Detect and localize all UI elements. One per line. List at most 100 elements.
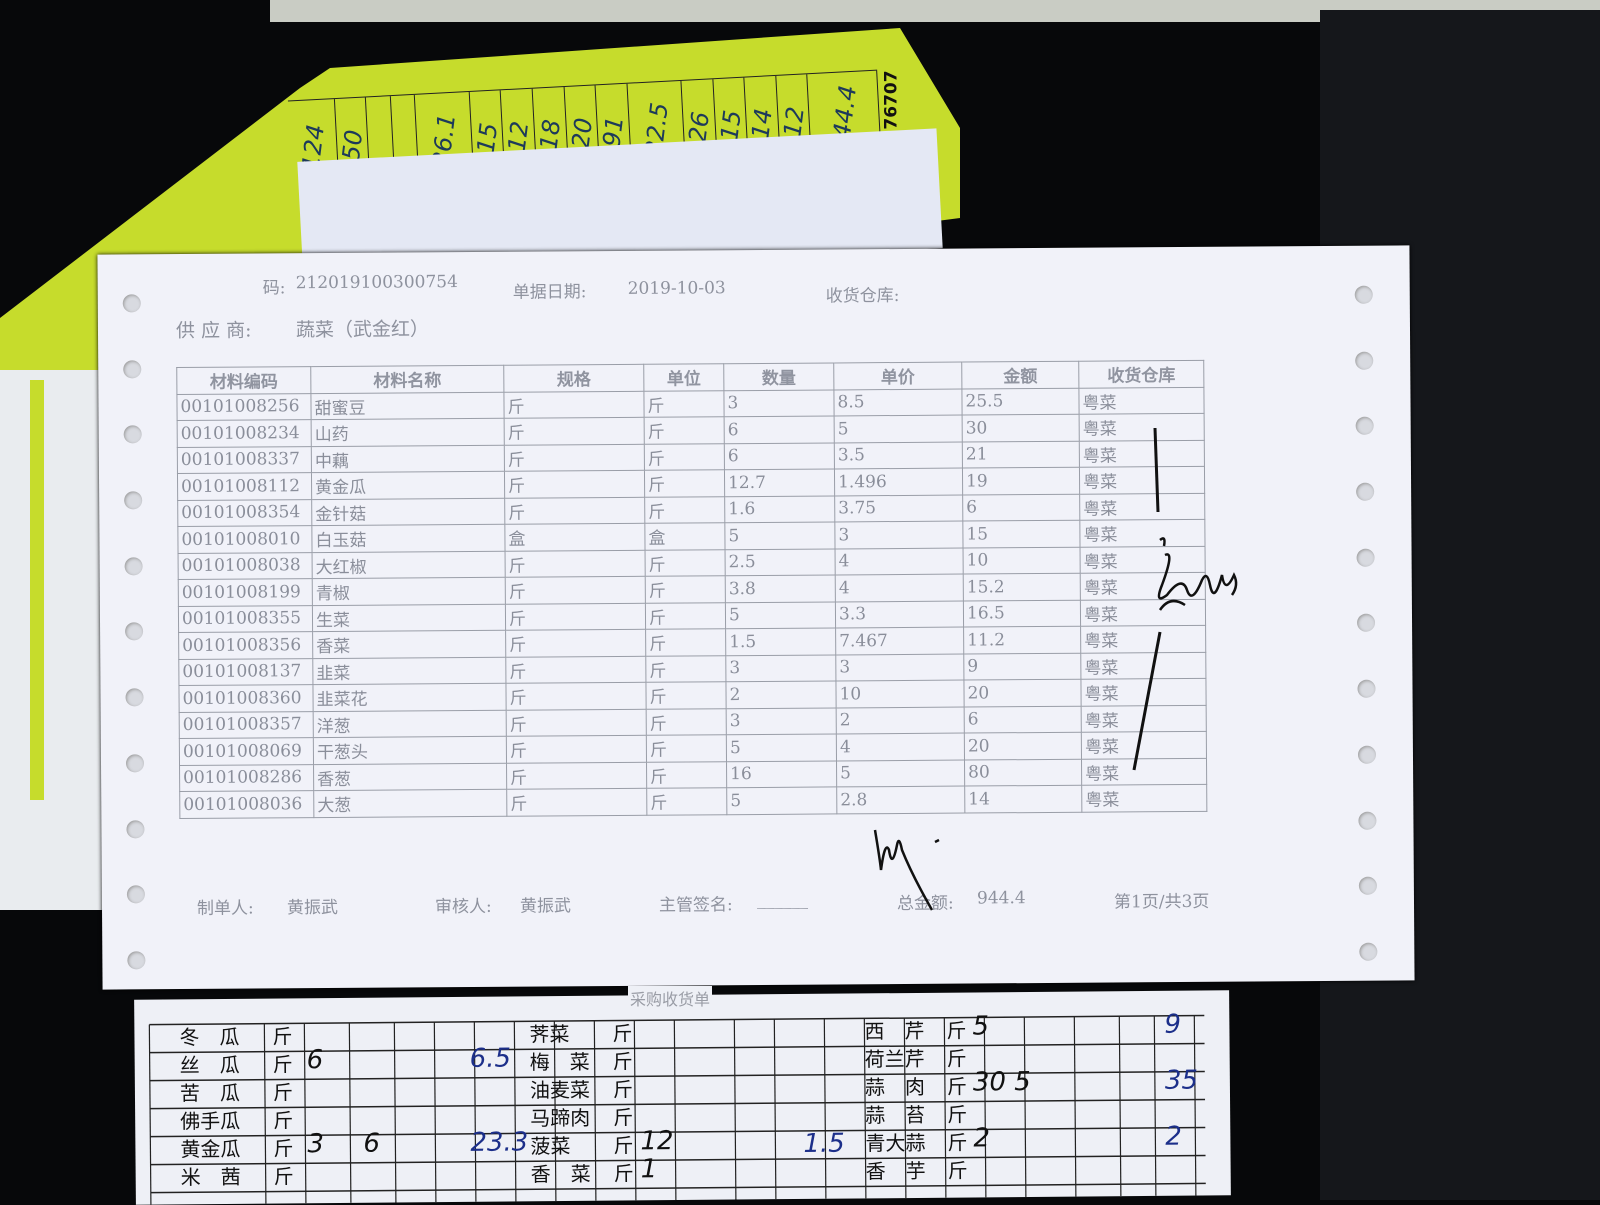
handwritten-extra: 6 [363, 1128, 381, 1159]
tractor-hole [126, 819, 145, 838]
bottom-item-name: 佛手瓜 [180, 1108, 241, 1134]
table-cell: 粤菜 [1081, 784, 1207, 812]
table-cell: 4 [836, 733, 965, 761]
table-cell: 斤 [645, 681, 727, 709]
bottom-item-unit: 斤 [272, 1024, 293, 1049]
handwritten-amount: 15 [471, 121, 504, 155]
table-cell: 00101008036 [179, 790, 314, 819]
table-cell: 甜蜜豆 [310, 391, 505, 420]
table-cell: 00101008069 [179, 737, 314, 766]
tractor-hole [1355, 351, 1374, 370]
table-cell: 00101008038 [178, 552, 313, 580]
table-cell: 粤菜 [1080, 572, 1206, 600]
table-cell: 山药 [311, 418, 505, 447]
bottom-item-name: 菠菜 [530, 1133, 571, 1159]
table-cell: 7.467 [835, 627, 964, 655]
table-cell: 20 [963, 679, 1082, 707]
column-header-1: 材料名称 [310, 365, 504, 394]
bottom-sheet-grid [148, 1014, 1206, 1205]
handwritten-qty: 12 [640, 1126, 674, 1157]
bottom-item-name: 荠菜 [529, 1021, 570, 1047]
table-cell: 5 [836, 759, 965, 787]
table-cell: 9 [963, 652, 1081, 681]
table-cell: 5 [834, 415, 963, 443]
table-cell: 00101008112 [177, 472, 312, 501]
table-cell: 斤 [504, 443, 645, 472]
table-cell: 00101008337 [177, 446, 312, 474]
handwritten-total: 35 [1164, 1065, 1199, 1096]
table-cell: 1.496 [834, 468, 963, 496]
table-cell: 10 [835, 680, 965, 708]
left-tractor-holes [122, 294, 148, 970]
table-cell: 4 [835, 547, 964, 575]
table-cell: 粤菜 [1080, 545, 1206, 574]
bottom-item-name: 丝 瓜 [179, 1052, 240, 1078]
total-amount: 944.4 [976, 888, 1026, 909]
table-cell: 6 [964, 705, 1082, 734]
table-cell: 斤 [504, 417, 645, 445]
handwritten-total: 2 [1165, 1121, 1183, 1152]
table-cell: 15.2 [963, 573, 1081, 601]
date: 2019-10-03 [627, 278, 726, 299]
table-cell: 3.75 [834, 494, 963, 522]
tractor-hole [125, 688, 144, 707]
bottom-item-unit: 斤 [272, 1052, 293, 1077]
table-cell: 斤 [646, 787, 727, 815]
bottom-item-name: 香 菜 [530, 1161, 591, 1187]
table-cell: 1.5 [725, 627, 836, 656]
doc-no: 212019100300754 [295, 272, 458, 294]
supplier-label: 供 应 商: [175, 319, 252, 343]
handwritten-amount: 12 [777, 105, 810, 139]
table-cell: 16.5 [963, 599, 1081, 628]
table-cell: 2.5 [725, 548, 836, 576]
tractor-hole [124, 491, 143, 510]
table-cell: 斤 [644, 496, 725, 524]
table-cell: 4 [835, 574, 964, 602]
table-cell: 25.5 [961, 387, 1080, 416]
table-cell: 斤 [503, 390, 645, 419]
table-cell: 斤 [644, 416, 725, 444]
tractor-hole [1357, 745, 1377, 764]
table-cell: 干葱头 [313, 736, 507, 765]
maker: 黄振武 [286, 897, 339, 919]
table-cell: 斤 [645, 575, 726, 603]
items-table: 材料编码 材料名称 规格 单位 数量 单价 金额 收货仓库 00101008256 甜蜜豆斤斤 3… [176, 360, 1207, 819]
bottom-item-name: 黄金瓜 [180, 1136, 241, 1162]
tractor-hole [123, 425, 142, 444]
handwritten-qty: 5 [972, 1011, 990, 1042]
table-cell: 斤 [505, 655, 646, 684]
table-cell: 斤 [506, 708, 647, 737]
table-cell: 3 [835, 653, 964, 681]
table-cell: 白玉菇 [311, 524, 506, 553]
table-cell: 19 [962, 467, 1080, 495]
handwritten-qty: 2 [973, 1123, 991, 1154]
tractor-hole [127, 951, 146, 970]
bottom-item-name: 蒜 肉 [864, 1074, 926, 1100]
handwritten-qty: 3 [307, 1129, 325, 1160]
column-header-5: 单价 [833, 362, 962, 390]
table-cell: 1.6 [724, 495, 835, 523]
table-cell: 2 [836, 706, 965, 734]
table-cell: 黄金瓜 [311, 471, 505, 500]
handwritten-total: 9 [1164, 1009, 1182, 1040]
table-cell: 3 [725, 654, 836, 682]
table-cell: 00101008355 [178, 605, 313, 633]
table-cell: 斤 [505, 682, 647, 710]
handwritten-note: 1.5 [803, 1128, 845, 1159]
table-cell: 斤 [505, 549, 646, 578]
bottom-item-name: 香 芋 [865, 1158, 926, 1184]
column-header-7: 收货仓库 [1078, 360, 1204, 388]
table-cell: 20 [964, 732, 1082, 760]
reviewer-label: 审核人: [434, 896, 492, 918]
tractor-hole [1356, 482, 1375, 501]
tractor-hole [126, 885, 145, 904]
table-cell: 斤 [506, 761, 647, 790]
table-cell: 粤菜 [1081, 757, 1207, 786]
table-cell: 生菜 [312, 603, 506, 632]
table-cell: 斤 [505, 602, 646, 631]
handwritten-amount: 15 [714, 108, 747, 143]
bottom-item-name: 梅 菜 [529, 1049, 590, 1075]
table-cell: 00101008354 [177, 499, 312, 527]
column-header-4: 数量 [723, 362, 834, 391]
table-cell: 粤菜 [1079, 439, 1205, 468]
